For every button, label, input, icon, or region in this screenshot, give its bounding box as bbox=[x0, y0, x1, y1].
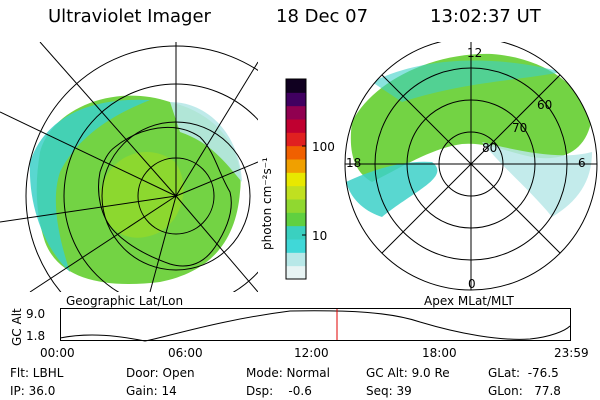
altitude-curve bbox=[60, 310, 571, 342]
color-scale-segment bbox=[286, 119, 306, 133]
geographic-map bbox=[0, 42, 258, 292]
status-seq: Seq: 39 bbox=[366, 384, 412, 398]
time-tick-0000: 00:00 bbox=[40, 346, 75, 360]
colorbar-unit-label: photon cm⁻²s⁻¹ bbox=[260, 157, 274, 250]
left-map-caption: Geographic Lat/Lon bbox=[66, 294, 184, 308]
color-scale-segment bbox=[286, 199, 306, 213]
status-mode: Mode: Normal bbox=[246, 366, 330, 380]
color-scale-bar bbox=[286, 79, 306, 280]
image-date: 18 Dec 07 bbox=[276, 6, 369, 27]
color-scale-segment bbox=[286, 79, 306, 93]
color-scale-segment bbox=[286, 212, 306, 227]
status-glat: GLat: -76.5 bbox=[488, 366, 559, 380]
color-scale-segment bbox=[286, 132, 306, 147]
mlat-label-70: 70 bbox=[512, 121, 528, 135]
time-tick-1800: 18:00 bbox=[422, 346, 457, 360]
mlt-label-12: 12 bbox=[467, 46, 483, 60]
status-gc-alt: GC Alt: 9.0 Re bbox=[366, 366, 450, 380]
time-tick-2359: 23:59 bbox=[554, 346, 589, 360]
instrument-title: Ultraviolet Imager bbox=[48, 6, 211, 27]
color-scale bbox=[285, 78, 307, 280]
color-scale-segment bbox=[286, 252, 306, 267]
time-tick-0600: 06:00 bbox=[168, 346, 203, 360]
mlt-label-18: 18 bbox=[346, 156, 362, 170]
colorbar-tick-10: 10 bbox=[312, 229, 328, 243]
color-scale-segment bbox=[286, 145, 306, 160]
color-scale-segment bbox=[286, 159, 306, 173]
status-glon: GLon: 77.8 bbox=[488, 384, 561, 398]
status-gain: Gain: 14 bbox=[126, 384, 177, 398]
color-scale-segment bbox=[286, 185, 306, 200]
status-door: Door: Open bbox=[126, 366, 195, 380]
color-scale-segment bbox=[286, 105, 306, 120]
color-scale-segment bbox=[286, 239, 306, 253]
time-tick-1200: 12:00 bbox=[294, 346, 329, 360]
colorbar-tick-100: 100 bbox=[312, 140, 335, 154]
mlat-label-80: 80 bbox=[482, 141, 498, 155]
status-filter: Flt: LBHL bbox=[10, 366, 64, 380]
color-scale-segment bbox=[286, 225, 306, 240]
image-time: 13:02:37 UT bbox=[430, 6, 541, 27]
magnetic-map bbox=[344, 42, 598, 291]
altitude-axis-label: GC Alt bbox=[10, 308, 24, 346]
status-ip: IP: 36.0 bbox=[10, 384, 56, 398]
altitude-tick-max: 9.0 bbox=[26, 307, 46, 321]
color-scale-segment bbox=[286, 265, 306, 280]
altitude-plot bbox=[60, 308, 571, 342]
altitude-tick-min: 1.8 bbox=[26, 329, 46, 343]
mlt-label-0: 0 bbox=[468, 277, 476, 291]
mlt-label-6: 6 bbox=[578, 156, 586, 170]
color-scale-segment bbox=[286, 92, 306, 107]
mlat-label-60: 60 bbox=[537, 98, 553, 112]
status-dsp: Dsp: -0.6 bbox=[246, 384, 312, 398]
right-map-caption: Apex MLat/MLT bbox=[424, 294, 514, 308]
color-scale-segment bbox=[286, 172, 306, 187]
